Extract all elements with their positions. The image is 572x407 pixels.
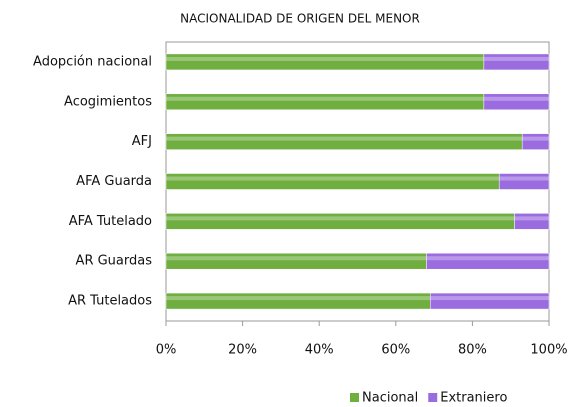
bar-segment: [521, 133, 550, 150]
bar-shine: [483, 96, 549, 101]
bar-segment: [165, 292, 431, 310]
bar-segment: [498, 173, 550, 190]
x-tick-label: 0%: [156, 343, 177, 358]
x-tick-label: 40%: [305, 343, 334, 358]
bar-shine: [166, 136, 523, 141]
y-tick-label: AFA Tutelado: [69, 214, 152, 229]
bar-shine: [166, 296, 431, 301]
bar-segment: [430, 292, 550, 310]
x-tick-label: 100%: [530, 343, 567, 358]
bar-segment: [165, 93, 485, 111]
y-tick-label: AR Guardas: [76, 254, 153, 269]
bar-shine: [483, 56, 549, 61]
bar-shine: [522, 136, 549, 141]
bar-shine: [166, 56, 484, 61]
bar-segment: [483, 53, 550, 71]
y-tick-label: AFJ: [132, 134, 152, 149]
y-tick-label: AFA Guarda: [76, 174, 152, 189]
bar-shine: [430, 296, 549, 301]
x-tick-label: 60%: [381, 343, 410, 358]
bar-shine: [166, 216, 515, 221]
bar-segment: [165, 213, 515, 230]
bar-shine: [166, 96, 484, 101]
bar-shine: [514, 216, 549, 221]
bar-shine: [166, 176, 500, 181]
y-tick-label: Adopción nacional: [33, 54, 152, 69]
chart-title: NACIONALIDAD DE ORIGEN DEL MENOR: [180, 12, 420, 26]
y-tick-label: AR Tutelados: [68, 294, 152, 309]
x-tick-label: 20%: [228, 343, 257, 358]
bar-segment: [165, 133, 523, 150]
bar-shine: [426, 256, 549, 261]
legend-swatch: [350, 393, 359, 402]
bar-shine: [166, 256, 427, 261]
bar-segment: [165, 173, 500, 190]
legend-label: Nacional: [362, 391, 418, 406]
bar-segment: [483, 93, 550, 111]
bar-segment: [165, 252, 427, 270]
bar-segment: [165, 53, 485, 71]
legend-label: Extraniero: [440, 391, 507, 406]
x-tick-label: 80%: [458, 343, 487, 358]
bar-segment: [426, 252, 550, 270]
legend-swatch: [428, 393, 438, 402]
bar-segment: [514, 213, 550, 230]
y-tick-label: Acogimientos: [64, 94, 152, 109]
bar-shine: [499, 176, 549, 181]
